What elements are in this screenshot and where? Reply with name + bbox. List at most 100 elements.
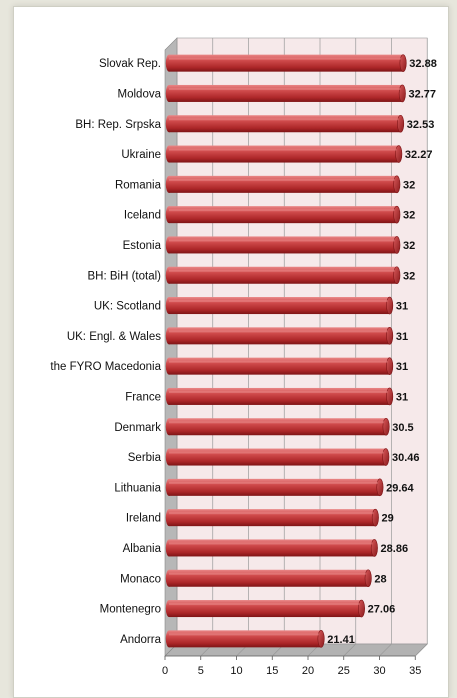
bar-highlight	[169, 178, 395, 181]
bar-end-cap	[357, 599, 365, 618]
category-label: Romania	[115, 179, 162, 191]
bar-start-cap	[165, 297, 173, 315]
x-tick-label: 10	[230, 665, 242, 677]
bar-start-cap	[165, 145, 173, 163]
value-label: 32	[403, 210, 415, 222]
bar	[169, 54, 404, 72]
bar-highlight	[169, 512, 374, 515]
gridline-floor	[343, 643, 356, 657]
category-label: Slovak Rep.	[99, 58, 161, 70]
bar-highlight	[169, 118, 399, 121]
bar-end-cap	[382, 448, 390, 466]
value-label: 27.06	[368, 604, 396, 616]
x-tick-label: 15	[266, 665, 278, 677]
bar-end-cap	[395, 145, 403, 163]
x-tick-label: 20	[302, 665, 314, 677]
category-label: Estonia	[123, 240, 162, 252]
bar-chart: Slovak Rep. Moldova BH: Rep. Srpska Ukraine…	[50, 37, 437, 677]
bar	[169, 327, 390, 345]
bar-start-cap	[165, 175, 173, 193]
bar-end-cap	[317, 630, 325, 648]
bar-end-cap	[393, 205, 401, 224]
bar-start-cap	[165, 206, 173, 224]
bar-start-cap	[165, 115, 173, 133]
category-label: Denmark	[114, 422, 161, 434]
gridline-floor	[379, 643, 392, 657]
category-label: Iceland	[124, 210, 161, 222]
category-label: UK: Engl. & Wales	[67, 331, 161, 343]
bar-end-cap	[382, 417, 390, 436]
value-label: 28.86	[381, 543, 409, 555]
value-label: 31	[396, 301, 408, 313]
x-tick-label: 30	[373, 665, 385, 677]
bar	[169, 600, 362, 618]
category-label: Ukraine	[121, 149, 161, 161]
category-label: Montenegro	[100, 604, 161, 616]
value-label: 32	[403, 240, 415, 252]
bar-highlight	[169, 330, 388, 333]
bar-end-cap	[386, 387, 394, 406]
x-tick-label: 0	[162, 665, 168, 677]
value-label: 32	[403, 270, 415, 282]
value-label: 29.64	[386, 482, 414, 494]
bar-end-cap	[393, 266, 401, 285]
value-label: 30.5	[392, 422, 413, 434]
bar-end-cap	[397, 114, 405, 133]
gridline-floor	[415, 643, 428, 657]
bar-highlight	[169, 57, 402, 60]
value-label: 28	[374, 573, 386, 585]
category-label: Serbia	[128, 452, 162, 464]
bar-start-cap	[165, 600, 173, 618]
bar-end-cap	[386, 327, 394, 345]
category-label: France	[125, 391, 161, 403]
category-label: Moldova	[118, 88, 162, 100]
bar-highlight	[169, 209, 395, 212]
bar	[169, 297, 390, 315]
bar-start-cap	[165, 448, 173, 466]
bar	[169, 509, 376, 527]
bar-highlight	[169, 239, 395, 242]
value-label: 31	[396, 331, 408, 343]
bar-start-cap	[165, 266, 173, 284]
bar-highlight	[169, 603, 360, 606]
bar-start-cap	[165, 84, 173, 102]
category-label: Albania	[123, 543, 162, 555]
bar-start-cap	[165, 54, 173, 72]
bar-end-cap	[371, 508, 379, 527]
value-label: 31	[396, 361, 408, 373]
category-label: UK: Scotland	[94, 301, 161, 313]
value-label: 32.88	[409, 58, 437, 70]
bar	[169, 236, 397, 254]
bar	[169, 630, 322, 648]
bar-start-cap	[165, 357, 173, 375]
bar	[169, 569, 369, 587]
bar-highlight	[169, 421, 385, 424]
value-label: 21.41	[327, 634, 355, 646]
bar-highlight	[169, 390, 388, 393]
bar-start-cap	[165, 630, 173, 648]
category-label: BH: Rep. Srpska	[75, 119, 161, 131]
bar-end-cap	[393, 236, 401, 254]
bar-start-cap	[165, 327, 173, 345]
bar	[169, 175, 397, 193]
x-tick-label: 5	[198, 665, 204, 677]
value-label: 32	[403, 179, 415, 191]
bar-end-cap	[386, 296, 394, 315]
bar-end-cap	[393, 175, 401, 194]
bar-start-cap	[165, 387, 173, 405]
bar-highlight	[169, 633, 320, 636]
bar	[169, 357, 390, 375]
bar-highlight	[169, 87, 401, 90]
value-label: 31	[396, 391, 408, 403]
chart-frame: Slovak Rep. Moldova BH: Rep. Srpska Ukraine…	[13, 6, 449, 698]
bar-highlight	[169, 300, 388, 303]
category-label: Monaco	[120, 573, 161, 585]
bar-start-cap	[165, 478, 173, 496]
bar-highlight	[169, 148, 397, 151]
bar	[169, 266, 397, 284]
bar	[169, 84, 403, 102]
bar-end-cap	[370, 539, 378, 557]
category-label: Andorra	[120, 634, 162, 646]
value-label: 32.53	[407, 119, 435, 131]
bar-highlight	[169, 451, 384, 454]
